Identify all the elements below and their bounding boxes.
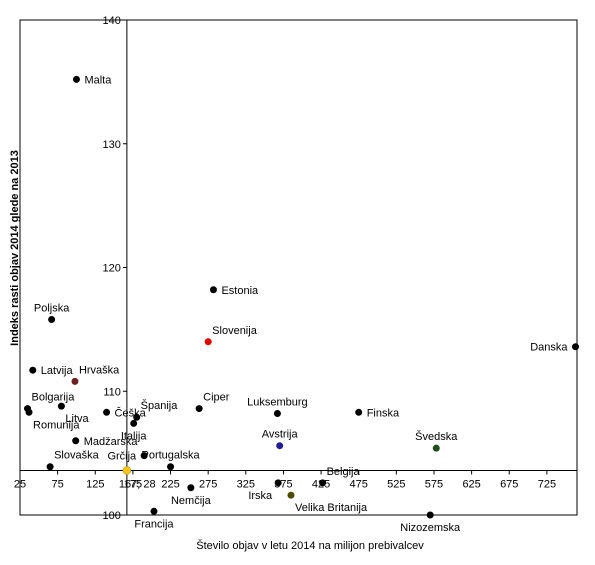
data-point xyxy=(29,366,37,374)
data-point xyxy=(273,410,281,418)
data-label: Irska xyxy=(248,490,273,502)
data-point xyxy=(426,511,434,519)
data-label: Madžarska xyxy=(84,436,139,448)
y-axis-title: Indeks rasti objav 2014 glede na 2013 xyxy=(9,150,21,346)
chart-axes xyxy=(19,19,578,516)
data-label: Luksemburg xyxy=(247,397,308,409)
data-label: Avstrija xyxy=(262,429,299,441)
data-label: Finska xyxy=(367,407,400,419)
x-tick-label: 625 xyxy=(462,478,480,490)
data-point xyxy=(130,419,138,427)
x-tick-label: 725 xyxy=(538,478,556,490)
data-point xyxy=(133,413,141,421)
plot-frame xyxy=(19,19,578,516)
data-label: Slovaška xyxy=(54,450,100,462)
x-tick-label: 225 xyxy=(161,478,179,490)
data-label: Estonia xyxy=(221,285,259,297)
data-points xyxy=(24,75,579,519)
data-label: Portugalska xyxy=(141,450,200,462)
data-point xyxy=(355,408,363,416)
data-label: Slovenija xyxy=(212,325,258,337)
data-label: Litva xyxy=(65,413,89,425)
y-tick-label: 120 xyxy=(103,263,121,275)
data-point xyxy=(432,444,440,452)
x-tick-label: 125 xyxy=(86,478,104,490)
y-tick-label: 140 xyxy=(103,15,121,27)
x-tick-label: 175 xyxy=(124,478,142,490)
crossing-label: 167; 28 xyxy=(119,478,156,490)
data-label: Malta xyxy=(84,74,112,86)
data-label: Francija xyxy=(134,518,174,530)
x-axis-title: Število objav v letu 2014 na milijon pre… xyxy=(196,539,424,552)
data-label: Nemčija xyxy=(171,495,212,507)
x-tick-label: 575 xyxy=(425,478,443,490)
data-label: Latvija xyxy=(41,365,74,377)
data-point xyxy=(209,286,217,294)
data-label: Španija xyxy=(141,399,179,412)
data-point xyxy=(71,377,79,385)
x-tick-label: 75 xyxy=(52,478,64,490)
x-tick-label: 675 xyxy=(500,478,518,490)
data-point xyxy=(287,491,295,499)
data-point xyxy=(140,452,148,460)
data-point xyxy=(195,405,203,413)
data-point xyxy=(167,463,175,471)
data-label: Švedska xyxy=(415,430,458,443)
data-label: Češka xyxy=(115,406,147,419)
data-point xyxy=(571,343,579,351)
data-point xyxy=(72,75,80,83)
tick-labels: 1001101201301402575125175225275325375425… xyxy=(14,15,556,522)
data-label: Italija xyxy=(121,430,148,442)
x-tick-label: 325 xyxy=(237,478,255,490)
data-label: Hrvaška xyxy=(79,364,120,376)
x-tick-label: 525 xyxy=(387,478,405,490)
x-tick-label: 275 xyxy=(199,478,217,490)
data-label: Grčija xyxy=(107,451,137,463)
data-point xyxy=(204,338,212,346)
data-point xyxy=(57,402,65,410)
crossing-point xyxy=(122,466,132,475)
data-point xyxy=(72,437,80,445)
y-tick-label: 130 xyxy=(103,139,121,151)
data-point xyxy=(25,408,33,416)
data-point xyxy=(48,315,56,323)
data-label: Bolgarija xyxy=(32,392,76,404)
data-point xyxy=(319,479,327,487)
data-label: Poljska xyxy=(34,302,70,314)
data-point xyxy=(276,442,284,450)
data-label: Velika Britanija xyxy=(295,502,368,514)
data-labels: Malta Estonia Slovenija Poljska Danska Latvij… xyxy=(32,74,569,534)
data-point xyxy=(103,408,111,416)
x-tick-label: 475 xyxy=(350,478,368,490)
data-point xyxy=(46,463,54,471)
data-label: Belgija xyxy=(327,466,361,478)
data-label: Romunija xyxy=(33,419,80,431)
y-tick-label: 110 xyxy=(103,386,121,398)
data-label: Nizozemska xyxy=(400,522,461,534)
x-tick-label: 25 xyxy=(14,478,26,490)
data-point xyxy=(187,484,195,492)
y-tick-label: 100 xyxy=(103,510,121,522)
data-label: Danska xyxy=(530,342,568,354)
data-point xyxy=(274,479,282,487)
data-label: Ciper xyxy=(203,392,230,404)
data-point xyxy=(150,507,158,515)
